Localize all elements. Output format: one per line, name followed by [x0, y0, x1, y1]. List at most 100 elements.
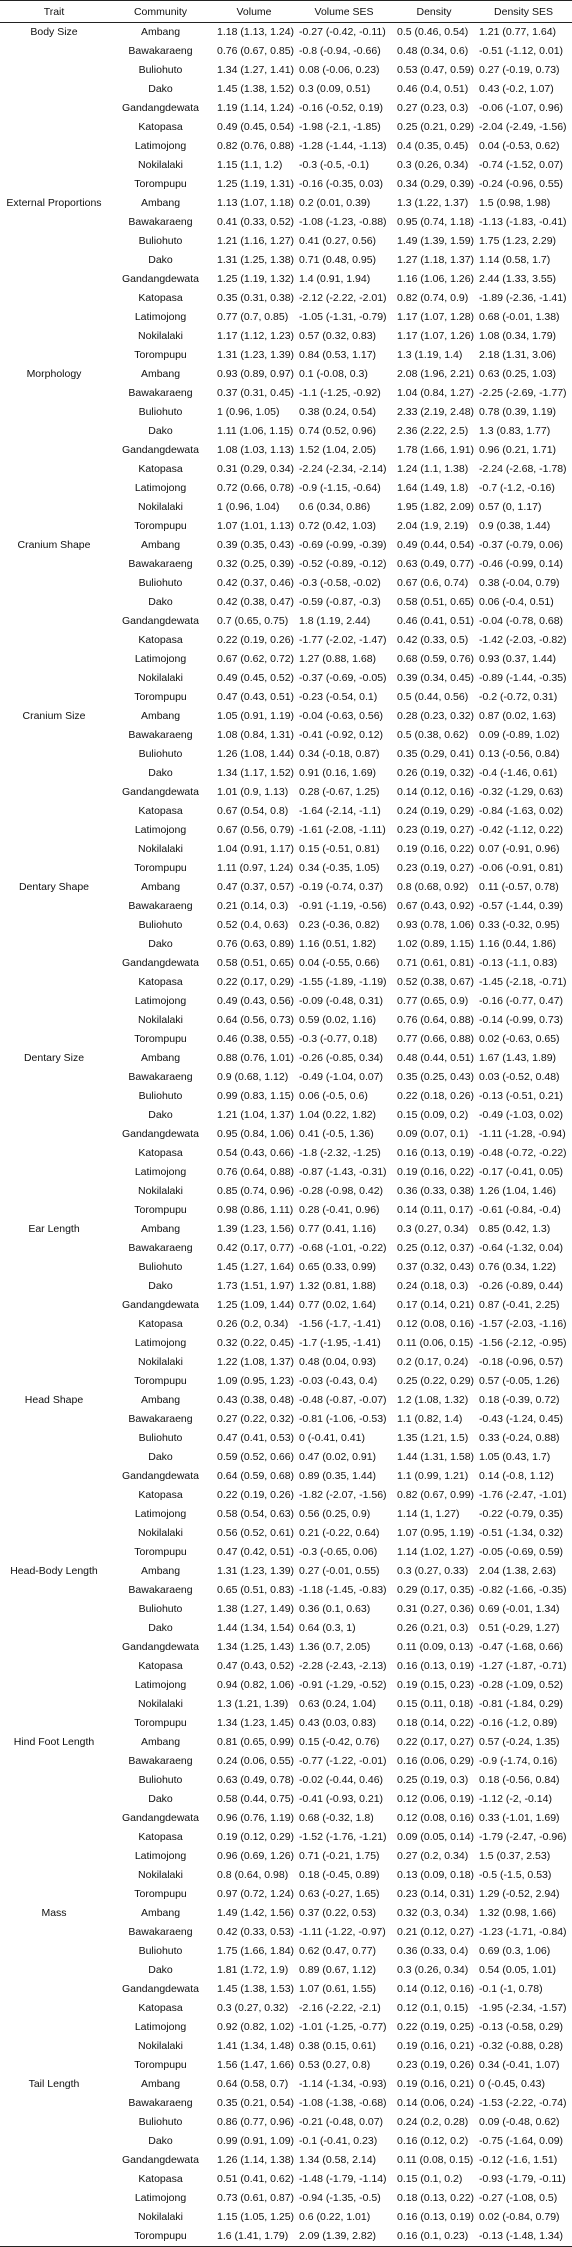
table-row: Buliohuto 0.52 (0.4, 0.63) 0.23 (-0.36, 0.… — [0, 916, 572, 935]
trait-cell-empty — [0, 118, 108, 137]
table-row: Bawakaraeng 0.76 (0.67, 0.85) -0.8 (-0.94,… — [0, 42, 572, 61]
table-row: Latimojong 0.94 (0.82, 1.06) -0.91 (-1.29,… — [0, 1676, 572, 1695]
density-cell: 0.14 (0.11, 0.17) — [397, 1204, 474, 1216]
table-row: Nokilalaki 1.41 (1.34, 1.48) 0.38 (0.15, 0… — [0, 2037, 572, 2056]
density-cell: 0.48 (0.34, 0.6) — [397, 45, 469, 57]
table-row: Bawakaraeng 0.24 (0.06, 0.55) -0.77 (-1.22… — [0, 1752, 572, 1771]
volume-ses-cell: 1.07 (0.61, 1.55) — [299, 1983, 377, 1995]
trait-cell-empty — [0, 1524, 108, 1543]
volume-cell: 0.92 (0.82, 1.02) — [217, 2021, 295, 2033]
volume-cell: 0.76 (0.63, 0.89) — [217, 938, 295, 950]
volume-cell: 1.18 (1.13, 1.24) — [217, 26, 295, 38]
trait-cell-empty — [0, 935, 108, 954]
trait-cell-empty — [0, 1828, 108, 1847]
density-cell: 1.16 (1.06, 1.26) — [397, 273, 475, 285]
volume-cell: 0.72 (0.66, 0.78) — [217, 482, 295, 494]
volume-ses-cell: 0.62 (0.47, 0.77) — [299, 1945, 377, 1957]
density-cell: 1.17 (1.07, 1.26) — [397, 330, 475, 342]
community-cell: Buliohuto — [138, 1774, 183, 1786]
volume-cell: 1.25 (1.09, 1.44) — [217, 1299, 295, 1311]
volume-cell: 1.22 (1.08, 1.37) — [217, 1356, 295, 1368]
table-row: Torompupu 1.25 (1.19, 1.31) -0.16 (-0.35, … — [0, 175, 572, 194]
volume-cell: 1.17 (1.12, 1.23) — [217, 330, 295, 342]
volume-cell: 1.21 (1.16, 1.27) — [217, 235, 295, 247]
trait-cell-empty — [0, 1752, 108, 1771]
community-cell: Nokilalaki — [138, 1356, 183, 1368]
community-cell: Bawakaraeng — [128, 558, 193, 570]
header-volume: Volume — [213, 0, 295, 23]
volume-cell: 1.41 (1.34, 1.48) — [217, 2040, 295, 2052]
density-cell: 0.18 (0.14, 0.22) — [397, 1717, 475, 1729]
volume-cell: 1.56 (1.47, 1.66) — [217, 2059, 295, 2071]
table-row: Latimojong 0.76 (0.64, 0.88) -0.87 (-1.43,… — [0, 1163, 572, 1182]
volume-cell: 0.58 (0.51, 0.65) — [217, 957, 295, 969]
density-ses-cell: -0.74 (-1.52, 0.07) — [479, 159, 564, 171]
density-cell: 0.42 (0.33, 0.5) — [397, 634, 469, 646]
trait-label: Tail Length — [28, 2078, 80, 2090]
volume-cell: 0.19 (0.12, 0.29) — [217, 1831, 295, 1843]
table-row: Torompupu 1.07 (1.01, 1.13) 0.72 (0.42, 1.… — [0, 517, 572, 536]
trait-cell-empty — [0, 802, 108, 821]
density-cell: 1.27 (1.18, 1.37) — [397, 254, 475, 266]
volume-cell: 1.45 (1.38, 1.52) — [217, 83, 295, 95]
table-row: Nokilalaki 1 (0.96, 1.04) 0.6 (0.34, 0.86)… — [0, 498, 572, 517]
community-cell: Torompupu — [134, 862, 187, 874]
density-ses-cell: 0.33 (-0.32, 0.95) — [479, 919, 560, 931]
community-cell: Katopasa — [138, 1147, 183, 1159]
community-cell: Ambang — [140, 1052, 181, 1064]
density-ses-cell: 0.85 (0.42, 1.3) — [479, 1223, 551, 1235]
community-cell: Ambang — [140, 368, 181, 380]
trait-cell-empty — [0, 1505, 108, 1524]
density-ses-cell: 0.54 (0.05, 1.01) — [479, 1964, 557, 1976]
density-ses-cell: 0.02 (-0.63, 0.65) — [479, 1033, 560, 1045]
community-cell: Gandangdewata — [121, 1812, 200, 1824]
density-ses-cell: -0.9 (-1.74, 0.16) — [479, 1755, 558, 1767]
volume-cell: 0.49 (0.43, 0.56) — [217, 995, 295, 1007]
density-ses-cell: 0.96 (0.21, 1.71) — [479, 444, 557, 456]
density-ses-cell: -0.13 (-0.58, 0.29) — [479, 2021, 564, 2033]
volume-ses-cell: -1.8 (-2.32, -1.25) — [299, 1147, 381, 1159]
density-cell: 0.36 (0.33, 0.38) — [397, 1185, 475, 1197]
community-cell: Bawakaraeng — [128, 1755, 193, 1767]
community-cell: Gandangdewata — [121, 102, 200, 114]
density-cell: 0.19 (0.16, 0.21) — [397, 2040, 475, 2052]
density-ses-cell: -1.89 (-2.36, -1.41) — [479, 292, 567, 304]
density-cell: 0.27 (0.2, 0.34) — [397, 1850, 469, 1862]
density-ses-cell: -0.05 (-0.69, 0.59) — [479, 1546, 564, 1558]
trait-cell-empty — [0, 42, 108, 61]
density-cell: 0.24 (0.19, 0.29) — [397, 805, 475, 817]
density-cell: 1.49 (1.39, 1.59) — [397, 235, 475, 247]
density-cell: 0.58 (0.51, 0.65) — [397, 596, 475, 608]
community-cell: Gandangdewata — [121, 615, 200, 627]
trait-cell-empty — [0, 403, 108, 422]
density-cell: 0.67 (0.43, 0.92) — [397, 900, 475, 912]
table-row: Latimojong 0.49 (0.43, 0.56) -0.09 (-0.48,… — [0, 992, 572, 1011]
table-row: Latimojong 0.32 (0.22, 0.45) -1.7 (-1.95, … — [0, 1334, 572, 1353]
density-ses-cell: 0.06 (-0.4, 0.51) — [479, 596, 554, 608]
community-cell: Torompupu — [134, 1375, 187, 1387]
trait-cell-empty — [0, 1163, 108, 1182]
trait-label: Cranium Size — [22, 710, 86, 722]
trait-cell-empty — [0, 1600, 108, 1619]
density-ses-cell: -0.43 (-1.24, 0.45) — [479, 1413, 564, 1425]
density-ses-cell: 0.11 (-0.57, 0.78) — [479, 881, 559, 893]
density-cell: 0.71 (0.61, 0.81) — [397, 957, 475, 969]
density-ses-cell: -0.13 (-1.1, 0.83) — [479, 957, 558, 969]
density-cell: 0.23 (0.14, 0.31) — [397, 1888, 475, 1900]
volume-ses-cell: 0.27 (-0.01, 0.55) — [299, 1565, 380, 1577]
community-cell: Dako — [148, 596, 173, 608]
community-cell: Ambang — [140, 1736, 181, 1748]
density-cell: 1.24 (1.1, 1.38) — [397, 463, 469, 475]
trait-cell-empty — [0, 1182, 108, 1201]
table-row: Buliohuto 1 (0.96, 1.05) 0.38 (0.24, 0.54)… — [0, 403, 572, 422]
trait-cell-empty — [0, 327, 108, 346]
volume-ses-cell: -0.3 (-0.58, -0.02) — [299, 577, 381, 589]
density-cell: 0.22 (0.19, 0.25) — [397, 2021, 475, 2033]
trait-label: Ear Length — [28, 1223, 80, 1235]
community-cell: Katopasa — [138, 634, 183, 646]
density-cell: 0.12 (0.06, 0.19) — [397, 1793, 475, 1805]
density-ses-cell: 0.63 (0.25, 1.03) — [479, 368, 557, 380]
trait-cell-empty — [0, 1961, 108, 1980]
community-cell: Nokilalaki — [138, 672, 183, 684]
volume-cell: 0.35 (0.21, 0.54) — [217, 2097, 295, 2109]
